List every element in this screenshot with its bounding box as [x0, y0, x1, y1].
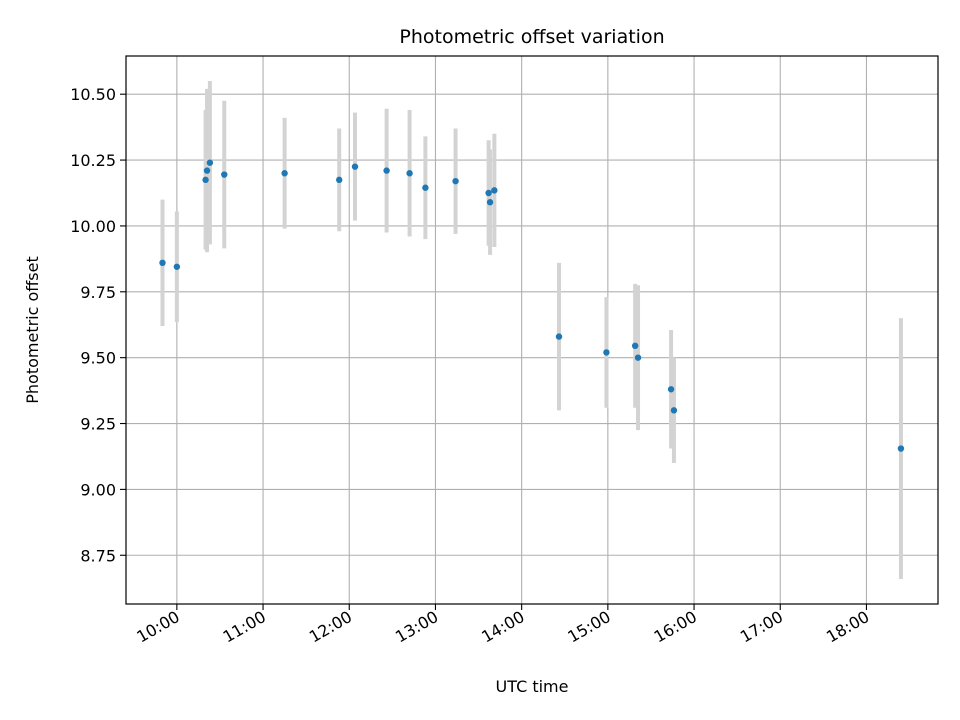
data-points [159, 159, 905, 452]
data-point [221, 171, 228, 178]
data-point [336, 176, 343, 184]
y-tick-label: 9.50 [80, 349, 116, 368]
data-point [555, 333, 563, 340]
chart-title: Photometric offset variation [399, 26, 664, 48]
data-point [203, 167, 211, 174]
data-point [422, 184, 429, 191]
y-tick-label: 10.00 [70, 217, 116, 236]
plot-frame [125, 55, 939, 605]
data-point [351, 163, 359, 170]
data-point [202, 176, 209, 184]
y-tick-label: 10.50 [70, 85, 116, 104]
y-axis-label: Photometric offset [23, 256, 42, 404]
data-point [406, 170, 413, 177]
data-point [485, 189, 492, 197]
data-point [452, 177, 459, 185]
data-point [634, 354, 642, 361]
y-tick-label: 10.25 [70, 151, 116, 170]
data-point [383, 167, 390, 174]
data-point [670, 407, 678, 414]
y-tick-label: 9.25 [80, 415, 116, 434]
data-point [159, 259, 166, 267]
data-point [173, 263, 181, 270]
data-point [491, 187, 498, 194]
y-tick-label: 9.00 [80, 480, 116, 499]
data-point [281, 170, 288, 177]
x-axis-label: UTC time [496, 677, 569, 696]
data-point [603, 349, 610, 356]
data-point [206, 159, 214, 166]
data-point [631, 342, 639, 350]
y-tick-label: 9.75 [80, 283, 116, 302]
data-point [897, 445, 905, 452]
data-point [486, 199, 494, 206]
data-point [667, 386, 675, 393]
y-tick-label: 8.75 [80, 546, 116, 565]
